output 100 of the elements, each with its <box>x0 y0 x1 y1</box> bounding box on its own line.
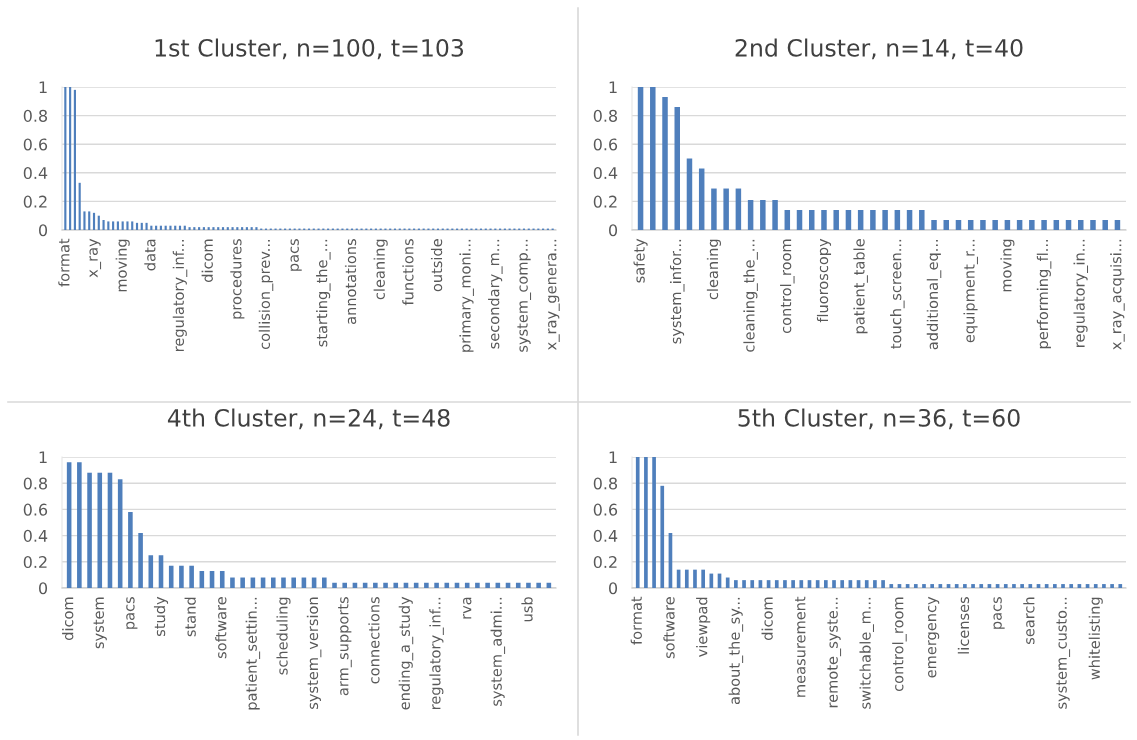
bar <box>342 582 348 588</box>
bar <box>424 582 429 588</box>
bar <box>840 580 845 588</box>
x-tick-label: licenses <box>957 597 970 654</box>
x-tick-label: secondary_m... <box>488 239 503 349</box>
bar <box>87 472 92 588</box>
bar <box>796 209 803 230</box>
x-tick-label: regulatory_in... <box>1073 239 1089 347</box>
bar <box>221 227 225 230</box>
bar <box>64 87 67 230</box>
bar <box>894 209 901 230</box>
x-tick-label: about_the_sy... <box>728 597 744 705</box>
bar <box>742 580 746 588</box>
bar <box>686 158 693 230</box>
bar <box>799 580 804 588</box>
y-tick-label: 0.4 <box>23 167 48 180</box>
bar <box>725 577 730 588</box>
bar <box>485 582 490 588</box>
x-tick-label: annotations <box>344 239 357 324</box>
x-tick-label: regulatory_inf... <box>429 597 444 709</box>
bar <box>188 227 191 230</box>
x-tick-label: ending_a_study <box>398 596 414 710</box>
y-tick-label: 1 <box>609 81 617 94</box>
bar <box>870 209 876 230</box>
bar <box>73 89 76 230</box>
x-tick-label: primary_moni... <box>459 239 474 352</box>
bar <box>1102 584 1106 588</box>
y-tick-label: 0.8 <box>23 477 48 490</box>
bar <box>128 512 133 588</box>
y-tick-label: 0.4 <box>593 167 618 180</box>
x-tick-label: safety <box>633 238 648 283</box>
bar <box>102 219 105 230</box>
bar <box>231 227 234 230</box>
bar <box>241 227 244 230</box>
x-tick-label: format <box>630 596 642 645</box>
bar <box>281 577 286 588</box>
bar <box>845 209 852 230</box>
x-tick-label: system_custo... <box>1056 597 1071 709</box>
bar <box>750 580 755 588</box>
y-tick-label: 0.6 <box>23 503 48 516</box>
bar <box>734 580 738 588</box>
x-tick-label: performing_fl... <box>1036 239 1052 349</box>
bar <box>1053 584 1057 588</box>
bar <box>255 227 258 230</box>
bar <box>1016 219 1023 230</box>
bar <box>1029 219 1035 230</box>
y-tick-label: 0.2 <box>23 195 47 208</box>
x-tick-label: remote_syste... <box>827 597 842 708</box>
bar <box>1044 584 1049 588</box>
x-tick-label: software <box>663 597 675 659</box>
x-tick-label: procedures <box>230 239 245 319</box>
x-tick-label: cleaning_the_... <box>743 239 758 352</box>
bar <box>169 225 172 230</box>
bar <box>291 577 296 588</box>
bar <box>1004 219 1011 230</box>
bar <box>135 222 139 230</box>
bar <box>662 97 668 230</box>
x-tick-label: patient_settin... <box>245 597 261 710</box>
x-tick-label: arm_supports <box>338 597 352 696</box>
x-tick-label: study <box>153 596 169 636</box>
bar <box>230 577 235 588</box>
bar <box>97 472 103 588</box>
y-tick-label: 1 <box>609 451 617 464</box>
bar <box>526 582 531 588</box>
bar <box>889 584 894 588</box>
x-tick-label: whitelisting <box>1088 597 1103 680</box>
bar <box>536 582 541 588</box>
bar <box>747 199 754 230</box>
bar <box>967 219 974 230</box>
bar <box>107 221 110 230</box>
bar <box>126 221 129 230</box>
bar <box>783 580 787 588</box>
bar <box>980 219 986 230</box>
chart-title: 2nd Cluster, n=14, t=40 <box>735 38 1023 60</box>
x-tick-label: switchable_m... <box>859 597 874 709</box>
y-tick-label: 0 <box>609 582 618 595</box>
x-tick-label: search <box>1023 597 1035 644</box>
chart-title: 5th Cluster, n=36, t=60 <box>738 408 1020 430</box>
bar <box>821 209 827 230</box>
bar <box>693 569 697 588</box>
x-tick-label: touch_screen... <box>890 239 905 349</box>
bar <box>202 227 205 230</box>
bar <box>69 87 72 230</box>
bar <box>652 457 656 588</box>
bar <box>784 209 791 230</box>
bar <box>1065 219 1072 230</box>
bar <box>1093 584 1098 588</box>
x-tick-label: dicom <box>62 597 74 640</box>
bar <box>832 580 836 588</box>
bar <box>698 168 705 230</box>
bar <box>881 580 885 588</box>
bar <box>212 227 215 230</box>
bar <box>219 570 225 588</box>
bar <box>650 87 656 230</box>
bar <box>930 584 934 588</box>
bar <box>245 227 248 230</box>
bar <box>1061 584 1065 588</box>
x-tick-label: pacs <box>993 597 1005 629</box>
bar <box>723 188 729 230</box>
y-tick-label: 1 <box>39 81 47 94</box>
